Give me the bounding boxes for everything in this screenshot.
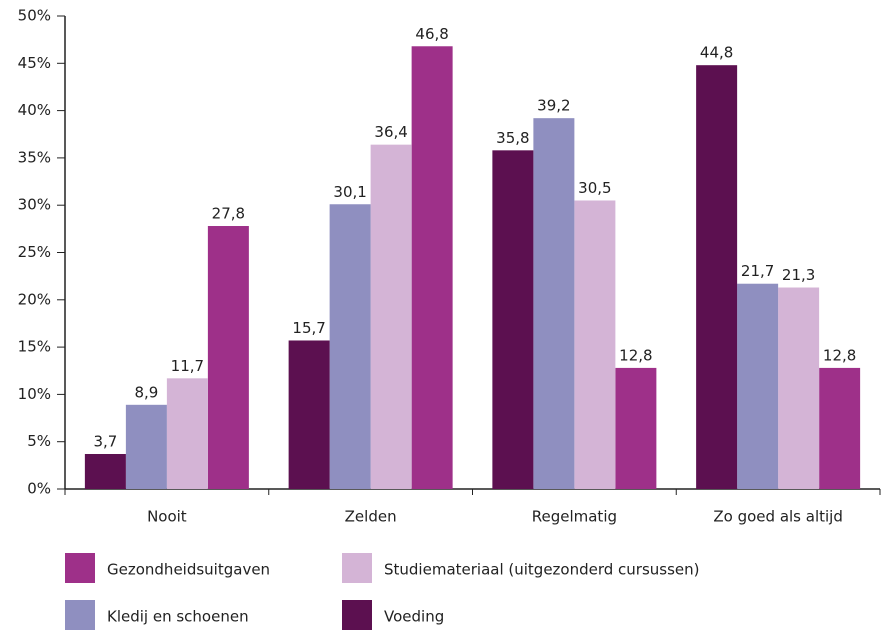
value-label: 35,8 (496, 129, 529, 147)
value-label: 12,8 (823, 346, 856, 364)
legend-label: Gezondheidsuitgaven (107, 561, 270, 579)
legend-label: Kledij en schoenen (107, 608, 249, 626)
bar (696, 65, 738, 489)
y-tick-label: 5% (27, 432, 51, 450)
bar (778, 287, 820, 489)
bar (492, 150, 534, 489)
legend-swatch (342, 553, 372, 583)
bar (574, 200, 616, 489)
y-tick-label: 45% (18, 54, 51, 72)
value-label: 21,3 (782, 266, 815, 284)
value-label: 27,8 (212, 205, 245, 223)
y-tick-label: 40% (18, 101, 51, 119)
y-tick-label: 10% (18, 385, 51, 403)
y-tick-label: 50% (18, 7, 51, 25)
value-label: 39,2 (537, 97, 570, 115)
value-label: 15,7 (292, 319, 325, 337)
x-tick-label: Regelmatig (532, 508, 617, 526)
legend-swatch (65, 600, 95, 630)
value-label: 36,4 (374, 123, 407, 141)
bar (737, 283, 779, 489)
bar (288, 340, 330, 489)
value-label: 3,7 (93, 432, 117, 450)
x-tick-label: Zo goed als altijd (713, 508, 842, 526)
x-tick-label: Nooit (147, 508, 187, 526)
value-label: 12,8 (619, 346, 652, 364)
x-tick-label: Zelden (345, 508, 397, 526)
bar (166, 378, 208, 489)
value-label: 11,7 (171, 357, 204, 375)
value-label: 30,5 (578, 179, 611, 197)
y-tick-label: 20% (18, 290, 51, 308)
bar (615, 367, 657, 489)
bar (819, 367, 861, 489)
value-label: 21,7 (741, 262, 774, 280)
value-label: 46,8 (415, 25, 448, 43)
bar (411, 46, 453, 489)
legend-label: Studiemateriaal (uitgezonderd cursussen) (384, 561, 700, 579)
y-tick-label: 15% (18, 338, 51, 356)
bar (84, 453, 126, 489)
legend-label: Voeding (384, 608, 444, 626)
bar (207, 226, 249, 489)
value-label: 44,8 (700, 44, 733, 62)
legend-swatch (342, 600, 372, 630)
y-tick-label: 30% (18, 196, 51, 214)
bar (125, 404, 167, 489)
y-tick-label: 0% (27, 480, 51, 498)
y-tick-label: 35% (18, 148, 51, 166)
legend-swatch (65, 553, 95, 583)
bar (329, 204, 371, 489)
value-label: 8,9 (134, 383, 158, 401)
y-tick-label: 25% (18, 243, 51, 261)
bar (533, 118, 575, 489)
bar (370, 144, 412, 489)
value-label: 30,1 (333, 183, 366, 201)
